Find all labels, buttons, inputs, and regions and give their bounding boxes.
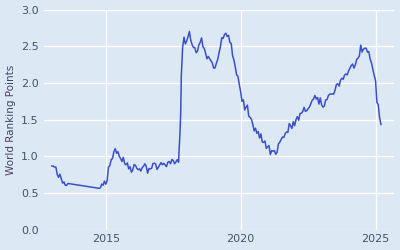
Y-axis label: World Ranking Points: World Ranking Points: [6, 64, 16, 175]
